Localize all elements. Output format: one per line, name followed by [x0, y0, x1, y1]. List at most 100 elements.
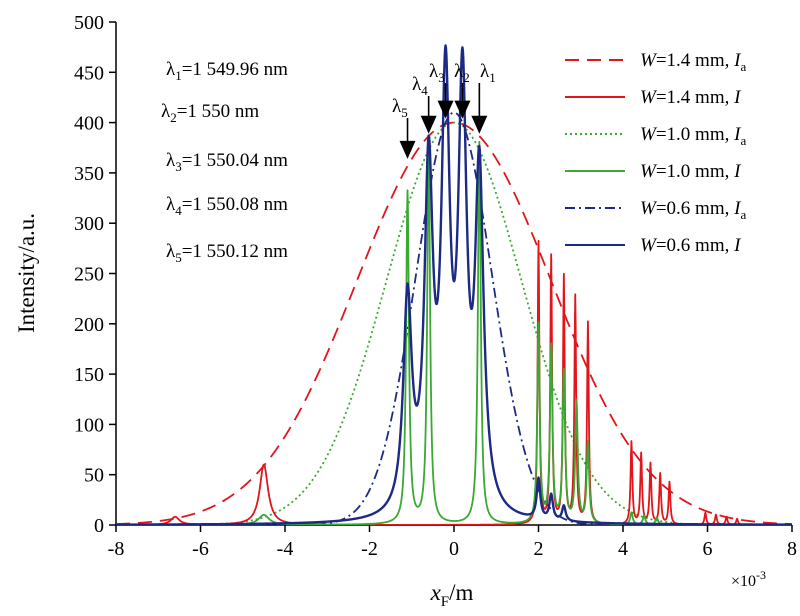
- legend-I: I: [733, 161, 742, 182]
- peak-arrow-symbol: λ: [429, 61, 439, 82]
- peak-arrow-head: [437, 100, 454, 119]
- wavelength-label: λ4=1 550.08 nm: [166, 194, 288, 218]
- peak-arrow-head: [471, 115, 488, 134]
- legend-I: I: [733, 87, 742, 108]
- legend-entry: W=1.4 mm, Ia: [640, 50, 746, 74]
- peak-arrow-head: [399, 140, 416, 159]
- legend-text: =1.0 mm,: [656, 124, 734, 145]
- series-line-6: [116, 44, 792, 525]
- y-tick-label: 0: [94, 515, 104, 537]
- legend-I: I: [733, 50, 742, 71]
- peak-arrow-symbol: λ: [454, 61, 464, 82]
- wavelength-symbol: λ: [166, 194, 176, 215]
- peak-arrow-label: λ1: [480, 61, 496, 85]
- x-tick-label: -2: [361, 538, 378, 560]
- x-tick-label: 4: [618, 538, 628, 560]
- wavelength-symbol: λ: [161, 101, 171, 122]
- y-tick-label: 200: [74, 314, 104, 336]
- y-tick-label: 400: [74, 113, 104, 135]
- legend-W: W: [640, 124, 658, 145]
- x-axis-label-sub: F: [441, 594, 449, 610]
- y-tick-label: 250: [74, 264, 104, 286]
- x-tick-label: -4: [277, 538, 294, 560]
- legend-sub: a: [740, 59, 746, 74]
- x-axis-multiplier: ×10-3: [731, 568, 766, 590]
- legend-sub: a: [740, 207, 746, 222]
- series-line-1: [116, 121, 792, 525]
- wavelength-sub: 4: [175, 203, 182, 218]
- x-axis-label: xF/m: [430, 580, 474, 610]
- y-axis-label: Intensity/a.u.: [14, 213, 39, 333]
- legend-text: =0.6 mm,: [656, 198, 734, 219]
- legend: W=1.4 mm, IaW=1.4 mm, IW=1.0 mm, IaW=1.0…: [565, 50, 746, 256]
- wavelength-sub: 3: [175, 159, 182, 174]
- legend-entry: W=1.4 mm, I: [640, 87, 742, 108]
- series-layer: [116, 44, 792, 525]
- peak-arrow-sub: 5: [401, 105, 408, 120]
- series-line-3: [116, 121, 792, 525]
- wavelength-label: λ5=1 550.12 nm: [166, 241, 288, 265]
- peak-arrow-label: λ4: [412, 74, 428, 98]
- legend-I: I: [733, 198, 742, 219]
- x-axis-label-main: x: [430, 580, 442, 605]
- x-axis-multiplier-base: ×10: [731, 573, 756, 590]
- peak-arrow-label: λ3: [429, 61, 445, 85]
- peak-arrow-symbol: λ: [392, 96, 402, 117]
- wavelength-sub: 2: [170, 110, 177, 125]
- peak-arrow-sub: 4: [421, 83, 428, 98]
- wavelength-value: =1 550.12 nm: [182, 241, 288, 262]
- legend-W: W: [640, 235, 658, 256]
- peak-arrow-symbol: λ: [480, 61, 490, 82]
- legend-W: W: [640, 87, 658, 108]
- peak-arrow-label: λ2: [454, 61, 470, 85]
- wavelength-value: =1 550.08 nm: [182, 194, 288, 215]
- x-tick-label: 0: [449, 538, 459, 560]
- wavelength-symbol: λ: [166, 59, 176, 80]
- peak-arrow-symbol: λ: [412, 74, 422, 95]
- legend-I: I: [733, 235, 742, 256]
- legend-text: =1.4 mm,: [656, 50, 734, 71]
- wavelength-sub: 1: [175, 68, 182, 83]
- x-tick-label: 6: [703, 538, 713, 560]
- wavelength-value: =1 550.04 nm: [182, 150, 288, 171]
- legend-text: =0.6 mm,: [656, 235, 734, 256]
- legend-W: W: [640, 198, 658, 219]
- legend-entry: W=1.0 mm, Ia: [640, 124, 746, 148]
- legend-entry: W=0.6 mm, Ia: [640, 198, 746, 222]
- y-tick-label: 350: [74, 163, 104, 185]
- legend-W: W: [640, 161, 658, 182]
- legend-text: =1.0 mm,: [656, 161, 734, 182]
- peak-arrow-sub: 2: [463, 70, 470, 85]
- y-tick-label: 300: [74, 213, 104, 235]
- legend-entry: W=1.0 mm, I: [640, 161, 742, 182]
- y-tick-label: 450: [74, 62, 104, 84]
- x-tick-label: 2: [534, 538, 544, 560]
- wavelength-value: =1 550 nm: [177, 101, 260, 122]
- peak-arrow-label: λ5: [392, 96, 408, 120]
- y-tick-label: 150: [74, 364, 104, 386]
- wavelength-label: λ3=1 550.04 nm: [166, 150, 288, 174]
- y-tick-label: 100: [74, 414, 104, 436]
- legend-W: W: [640, 50, 658, 71]
- x-tick-label: -6: [192, 538, 209, 560]
- legend-sub: a: [740, 133, 746, 148]
- peak-arrow-sub: 1: [489, 70, 496, 85]
- legend-entry: W=0.6 mm, I: [640, 235, 742, 256]
- legend-text: =1.4 mm,: [656, 87, 734, 108]
- x-axis-multiplier-exp: -3: [756, 568, 766, 582]
- wavelength-label: λ1=1 549.96 nm: [166, 59, 288, 83]
- peak-arrow-head: [420, 115, 437, 134]
- series-line-2: [116, 239, 792, 525]
- x-tick-label: 8: [787, 538, 797, 560]
- legend-I: I: [733, 124, 742, 145]
- wavelength-symbol: λ: [166, 150, 176, 171]
- peak-arrow-sub: 3: [438, 70, 445, 85]
- wavelength-value: =1 549.96 nm: [182, 59, 288, 80]
- peak-arrow-head: [454, 100, 471, 119]
- y-tick-label: 500: [74, 12, 104, 34]
- wavelength-symbol: λ: [166, 241, 176, 262]
- x-axis-label-unit: /m: [449, 580, 473, 605]
- wavelength-sub: 5: [175, 250, 182, 265]
